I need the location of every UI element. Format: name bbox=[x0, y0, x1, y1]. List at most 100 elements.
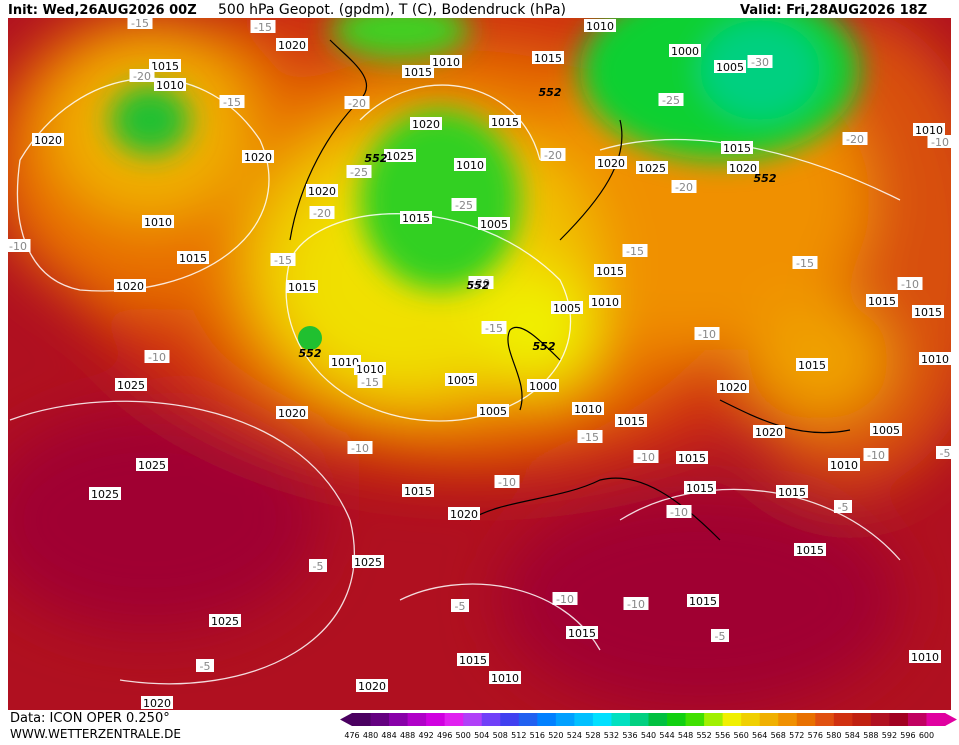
isotherm-label-box bbox=[250, 20, 276, 33]
isotherm-label-box bbox=[936, 446, 954, 459]
isotherm-label: -10 bbox=[627, 598, 645, 611]
isotherm-label-box bbox=[451, 599, 469, 612]
isobar-label-box bbox=[584, 19, 616, 32]
isobar-label: 1015 bbox=[796, 544, 824, 557]
isobar-label-box bbox=[410, 117, 442, 130]
isobar-label-box bbox=[384, 149, 416, 162]
geopotential-label: 552 bbox=[754, 172, 777, 185]
isotherm-label-box bbox=[623, 597, 649, 610]
isobar-label: 1020 bbox=[278, 407, 306, 420]
isotherm-label-box bbox=[694, 327, 720, 340]
geopotential-label: 552 bbox=[299, 347, 322, 360]
isobar-label-box bbox=[527, 379, 559, 392]
isotherm-label-box bbox=[468, 276, 494, 289]
isobar-label: 1005 bbox=[872, 424, 900, 437]
colorbar-swatch bbox=[629, 713, 649, 726]
colorbar-label: 504 bbox=[474, 731, 489, 740]
isobar-label: 1015 bbox=[151, 60, 179, 73]
colorbar-arrow-right bbox=[945, 713, 957, 726]
colorbar-label: 512 bbox=[511, 731, 526, 740]
isobar-label-box bbox=[352, 555, 384, 568]
colorbar-label: 536 bbox=[622, 731, 637, 740]
isotherm-label: -5 bbox=[940, 447, 951, 460]
isobar-label-box bbox=[753, 425, 785, 438]
isotherm-label: -10 bbox=[351, 442, 369, 455]
isotherm-label: -10 bbox=[498, 476, 516, 489]
isotherm-label-box bbox=[494, 475, 520, 488]
isobar-label-box bbox=[727, 161, 759, 174]
isobar-label: 1010 bbox=[156, 79, 184, 92]
isobar-label-box bbox=[242, 150, 274, 163]
colorbar-label: 560 bbox=[734, 731, 749, 740]
isobar-label: 1015 bbox=[404, 485, 432, 498]
colorbar-label: 544 bbox=[659, 731, 674, 740]
isobar-label-box bbox=[114, 279, 146, 292]
isobar-label: 1005 bbox=[716, 61, 744, 74]
isobar-label: 1020 bbox=[244, 151, 272, 164]
colorbar-swatch bbox=[722, 713, 742, 726]
colorbar-label: 572 bbox=[789, 731, 804, 740]
colorbar-label: 532 bbox=[604, 731, 619, 740]
colorbar-swatch bbox=[444, 713, 464, 726]
isobar-label-box bbox=[402, 484, 434, 497]
colorbar-label: 496 bbox=[437, 731, 452, 740]
colorbar-label: 592 bbox=[882, 731, 897, 740]
isobar-label-box bbox=[594, 264, 626, 277]
isobar-label: 1000 bbox=[671, 45, 699, 58]
isotherm-label: -25 bbox=[350, 166, 368, 179]
colorbar-swatch bbox=[796, 713, 816, 726]
colorbar-label: 476 bbox=[344, 731, 359, 740]
colorbar-swatch bbox=[500, 713, 520, 726]
isotherm-label-box bbox=[347, 441, 373, 454]
colorbar-swatch bbox=[833, 713, 853, 726]
isobar-label: 1000 bbox=[529, 380, 557, 393]
colorbar-swatch bbox=[518, 713, 538, 726]
isobar-label: 1015 bbox=[459, 654, 487, 667]
colorbar-swatch bbox=[926, 713, 946, 726]
isotherm-label: -30 bbox=[751, 56, 769, 69]
isobar-label: 1015 bbox=[617, 415, 645, 428]
isobar-label-box bbox=[676, 451, 708, 464]
isobar-label: 1015 bbox=[404, 66, 432, 79]
colorbar-swatch bbox=[870, 713, 890, 726]
isobar-label-box bbox=[286, 280, 318, 293]
isobar-label-box bbox=[478, 217, 510, 230]
isobar-label: 1015 bbox=[798, 359, 826, 372]
title-text: 500 hPa Geopot. (gpdm), T (C), Bodendruc… bbox=[218, 2, 566, 18]
isobar-label-box bbox=[154, 78, 186, 91]
isotherm-label: -10 bbox=[670, 506, 688, 519]
colorbar-label: 480 bbox=[363, 731, 378, 740]
isobar-label-box bbox=[32, 133, 64, 146]
isotherm-label-box bbox=[481, 321, 507, 334]
colorbar-swatch bbox=[685, 713, 705, 726]
colorbar-swatch bbox=[648, 713, 668, 726]
isobar-label-box bbox=[828, 458, 860, 471]
isobar-label: 1010 bbox=[456, 159, 484, 172]
isobar-label: 1025 bbox=[638, 162, 666, 175]
colorbar-swatch bbox=[889, 713, 909, 726]
colorbar-label: 528 bbox=[585, 731, 600, 740]
isobar-label: 1015 bbox=[678, 452, 706, 465]
isotherm-label-box bbox=[792, 256, 818, 269]
isobar-label-box bbox=[430, 55, 462, 68]
geopotential-label: 552 bbox=[467, 279, 490, 292]
isobar-label-box bbox=[721, 141, 753, 154]
isobar-label-box bbox=[551, 301, 583, 314]
isobar-label-box bbox=[454, 158, 486, 171]
isobar-label-box bbox=[572, 402, 604, 415]
colorbar-swatch bbox=[555, 713, 575, 726]
isobar-label: 1020 bbox=[597, 157, 625, 170]
isobar-label: 1005 bbox=[480, 218, 508, 231]
isobar-label: 1020 bbox=[450, 508, 478, 521]
colorbar-swatch bbox=[574, 713, 594, 726]
isotherm-label-box bbox=[671, 180, 697, 193]
isobar-label: 1010 bbox=[915, 124, 943, 137]
isobar-label: 1010 bbox=[356, 363, 384, 376]
isobar-label-box bbox=[477, 404, 509, 417]
isobar-label-box bbox=[445, 373, 477, 386]
isotherm-label-box bbox=[129, 69, 155, 82]
isotherm-label: -15 bbox=[274, 254, 292, 267]
isotherm-label-box bbox=[666, 505, 692, 518]
isobar-label: 1010 bbox=[574, 403, 602, 416]
